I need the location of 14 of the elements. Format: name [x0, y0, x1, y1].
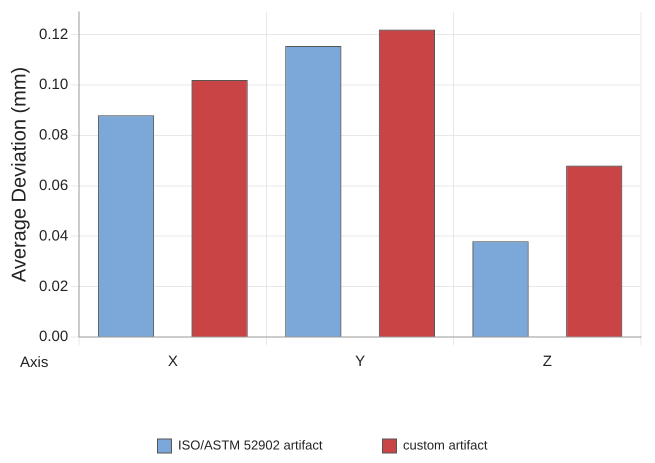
x-tick-label: Z — [542, 353, 552, 370]
y-axis-title: Average Deviation (mm) — [8, 66, 31, 282]
y-tick-label: 0.08 — [38, 126, 68, 144]
y-tick-label: 0.06 — [38, 176, 68, 194]
y-tick-label: 0.12 — [38, 26, 68, 43]
x-tick-label: Y — [355, 353, 366, 370]
legend-label: custom artifact — [402, 438, 488, 453]
x-tick-label: X — [168, 353, 178, 370]
legend-label: ISO/ASTM 52902 artifact — [178, 438, 323, 453]
y-tick-label: 0.02 — [38, 278, 68, 295]
y-tick-label: 0.00 — [38, 328, 68, 346]
y-tick-label: 0.10 — [38, 76, 68, 94]
y-tick-label: 0.04 — [38, 227, 68, 244]
x-axis-title: Axis — [20, 354, 48, 372]
